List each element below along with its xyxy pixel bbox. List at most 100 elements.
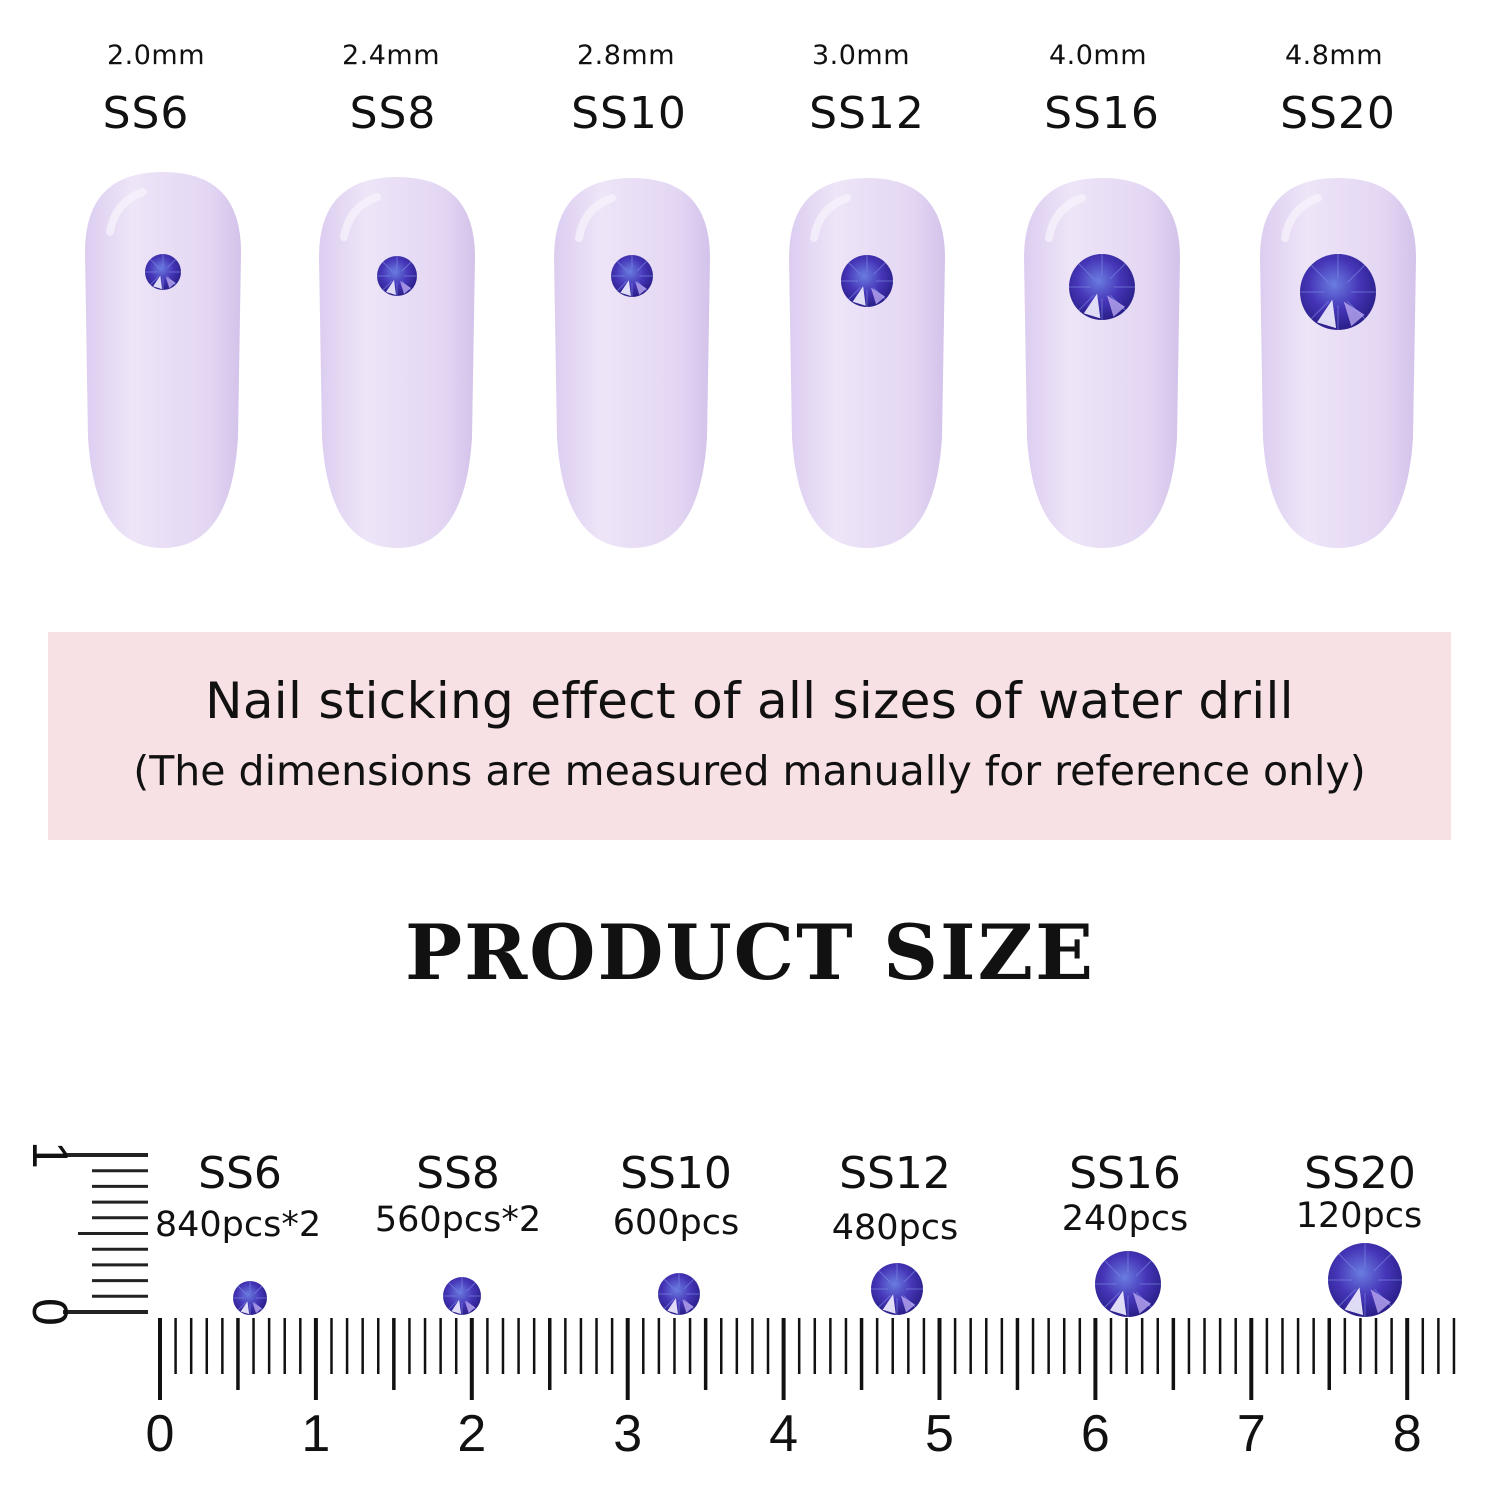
size-mm-label: 2.4mm <box>341 40 441 71</box>
info-banner: Nail sticking effect of all sizes of wat… <box>48 632 1451 840</box>
nail-tip <box>789 178 945 548</box>
gem-highlight <box>386 280 396 295</box>
ss-label: SS10 <box>571 88 687 139</box>
gem-facet <box>1104 1260 1121 1277</box>
quantity-label: 480pcs <box>831 1208 959 1248</box>
ruler-number: 6 <box>1080 1405 1110 1463</box>
gem-highlight <box>882 1294 896 1314</box>
ruler-number: 0 <box>145 1405 175 1463</box>
gem-highlight <box>635 281 647 295</box>
gem-facet <box>167 258 177 268</box>
gem-facet <box>1078 294 1095 311</box>
gem-facet <box>878 1270 891 1283</box>
nail-tip <box>554 178 710 548</box>
ss-label: SS20 <box>1280 88 1396 139</box>
gem-facet <box>873 262 886 275</box>
gem-highlight <box>682 1299 694 1313</box>
ss-label: SS6 <box>198 1148 282 1199</box>
gem-facet <box>1078 263 1095 280</box>
gem-highlight <box>1132 1292 1152 1314</box>
nail-tip <box>319 177 475 548</box>
ss-label: SS8 <box>349 88 437 139</box>
ss-label: SS12 <box>839 1148 951 1199</box>
ruler-number: 7 <box>1236 1405 1266 1463</box>
banner-title: Nail sticking effect of all sizes of wat… <box>205 672 1294 730</box>
gem-facet <box>448 1282 458 1292</box>
ruler-number: 8 <box>1392 1405 1422 1463</box>
gem-highlight <box>1083 293 1101 319</box>
quantity-label: 600pcs <box>612 1203 740 1243</box>
gem-facet <box>1109 263 1126 280</box>
vertical-scale-number: 0 <box>22 1298 78 1326</box>
nail-shine <box>810 194 851 242</box>
nail-shine <box>340 193 381 241</box>
gem-highlight <box>870 287 886 305</box>
quantity-label: 840pcs*2 <box>154 1205 322 1245</box>
gem-facet <box>663 1278 675 1290</box>
gem-facet <box>1338 1288 1357 1307</box>
ruler-number: 1 <box>301 1405 331 1463</box>
gem-highlight <box>667 1298 678 1314</box>
gem-facet <box>1347 264 1366 283</box>
gem-facet <box>848 287 861 300</box>
ss-label: SS6 <box>102 88 190 139</box>
gem-highlight <box>153 275 163 290</box>
size-mm-label: 2.0mm <box>106 40 206 71</box>
gem-highlight <box>1344 1287 1364 1316</box>
gem-highlight <box>1317 299 1337 329</box>
ss-label: SS8 <box>416 1148 500 1199</box>
nail-shine <box>1281 194 1322 242</box>
gem-facet <box>848 262 861 275</box>
gem-facet <box>1338 1253 1357 1272</box>
gem-highlight <box>900 1295 916 1313</box>
gem-highlight <box>165 276 176 289</box>
ss-label: SS16 <box>1069 1148 1181 1199</box>
gem-facet <box>466 1282 476 1292</box>
gem-facet <box>149 276 159 286</box>
gem-facet <box>253 1285 263 1295</box>
gem-facet <box>237 1301 247 1311</box>
gem-facet <box>401 261 412 272</box>
ss-label: SS20 <box>1304 1148 1416 1199</box>
gem-highlight <box>451 1299 462 1315</box>
gem-facet <box>1310 264 1329 283</box>
ruler-number: 5 <box>925 1405 954 1463</box>
ruler-number: 4 <box>769 1405 799 1463</box>
nail-shine <box>575 194 616 242</box>
gem-facet <box>616 280 628 292</box>
gem-facet <box>149 258 159 268</box>
vertical-scale-number: 1 <box>22 1141 78 1169</box>
section-heading: PRODUCT SIZE <box>404 908 1096 997</box>
gem-highlight <box>1106 295 1126 317</box>
nail-shine <box>1045 194 1086 242</box>
quantity-label: 560pcs*2 <box>374 1200 542 1240</box>
gem-facet <box>1310 301 1329 320</box>
gem-facet <box>903 1270 916 1283</box>
gem-facet <box>382 280 393 291</box>
ss-label: SS10 <box>620 1148 732 1199</box>
gem-highlight <box>464 1300 476 1314</box>
nail-tip <box>1260 178 1416 548</box>
ruler-number: 3 <box>613 1405 643 1463</box>
gem-highlight <box>1370 1289 1391 1314</box>
gem-facet <box>616 260 628 272</box>
quantity-label: 240pcs <box>1061 1199 1189 1239</box>
gem-facet <box>683 1278 695 1290</box>
gem-facet <box>878 1295 891 1308</box>
nail-shine <box>106 188 147 236</box>
gem-highlight <box>252 1302 262 1314</box>
gem-highlight <box>1343 301 1365 327</box>
gem-facet <box>382 261 393 272</box>
gem-highlight <box>400 281 411 294</box>
ruler-number: 2 <box>457 1405 487 1463</box>
banner-subtitle: (The dimensions are measured manually fo… <box>133 747 1366 795</box>
quantity-label: 120pcs <box>1295 1196 1423 1236</box>
gem-facet <box>237 1285 247 1295</box>
gem-highlight <box>852 286 866 306</box>
gem-highlight <box>1109 1290 1127 1316</box>
gem-facet <box>1373 1253 1392 1272</box>
nail-tip <box>85 172 241 548</box>
nail-tip <box>1024 178 1180 548</box>
